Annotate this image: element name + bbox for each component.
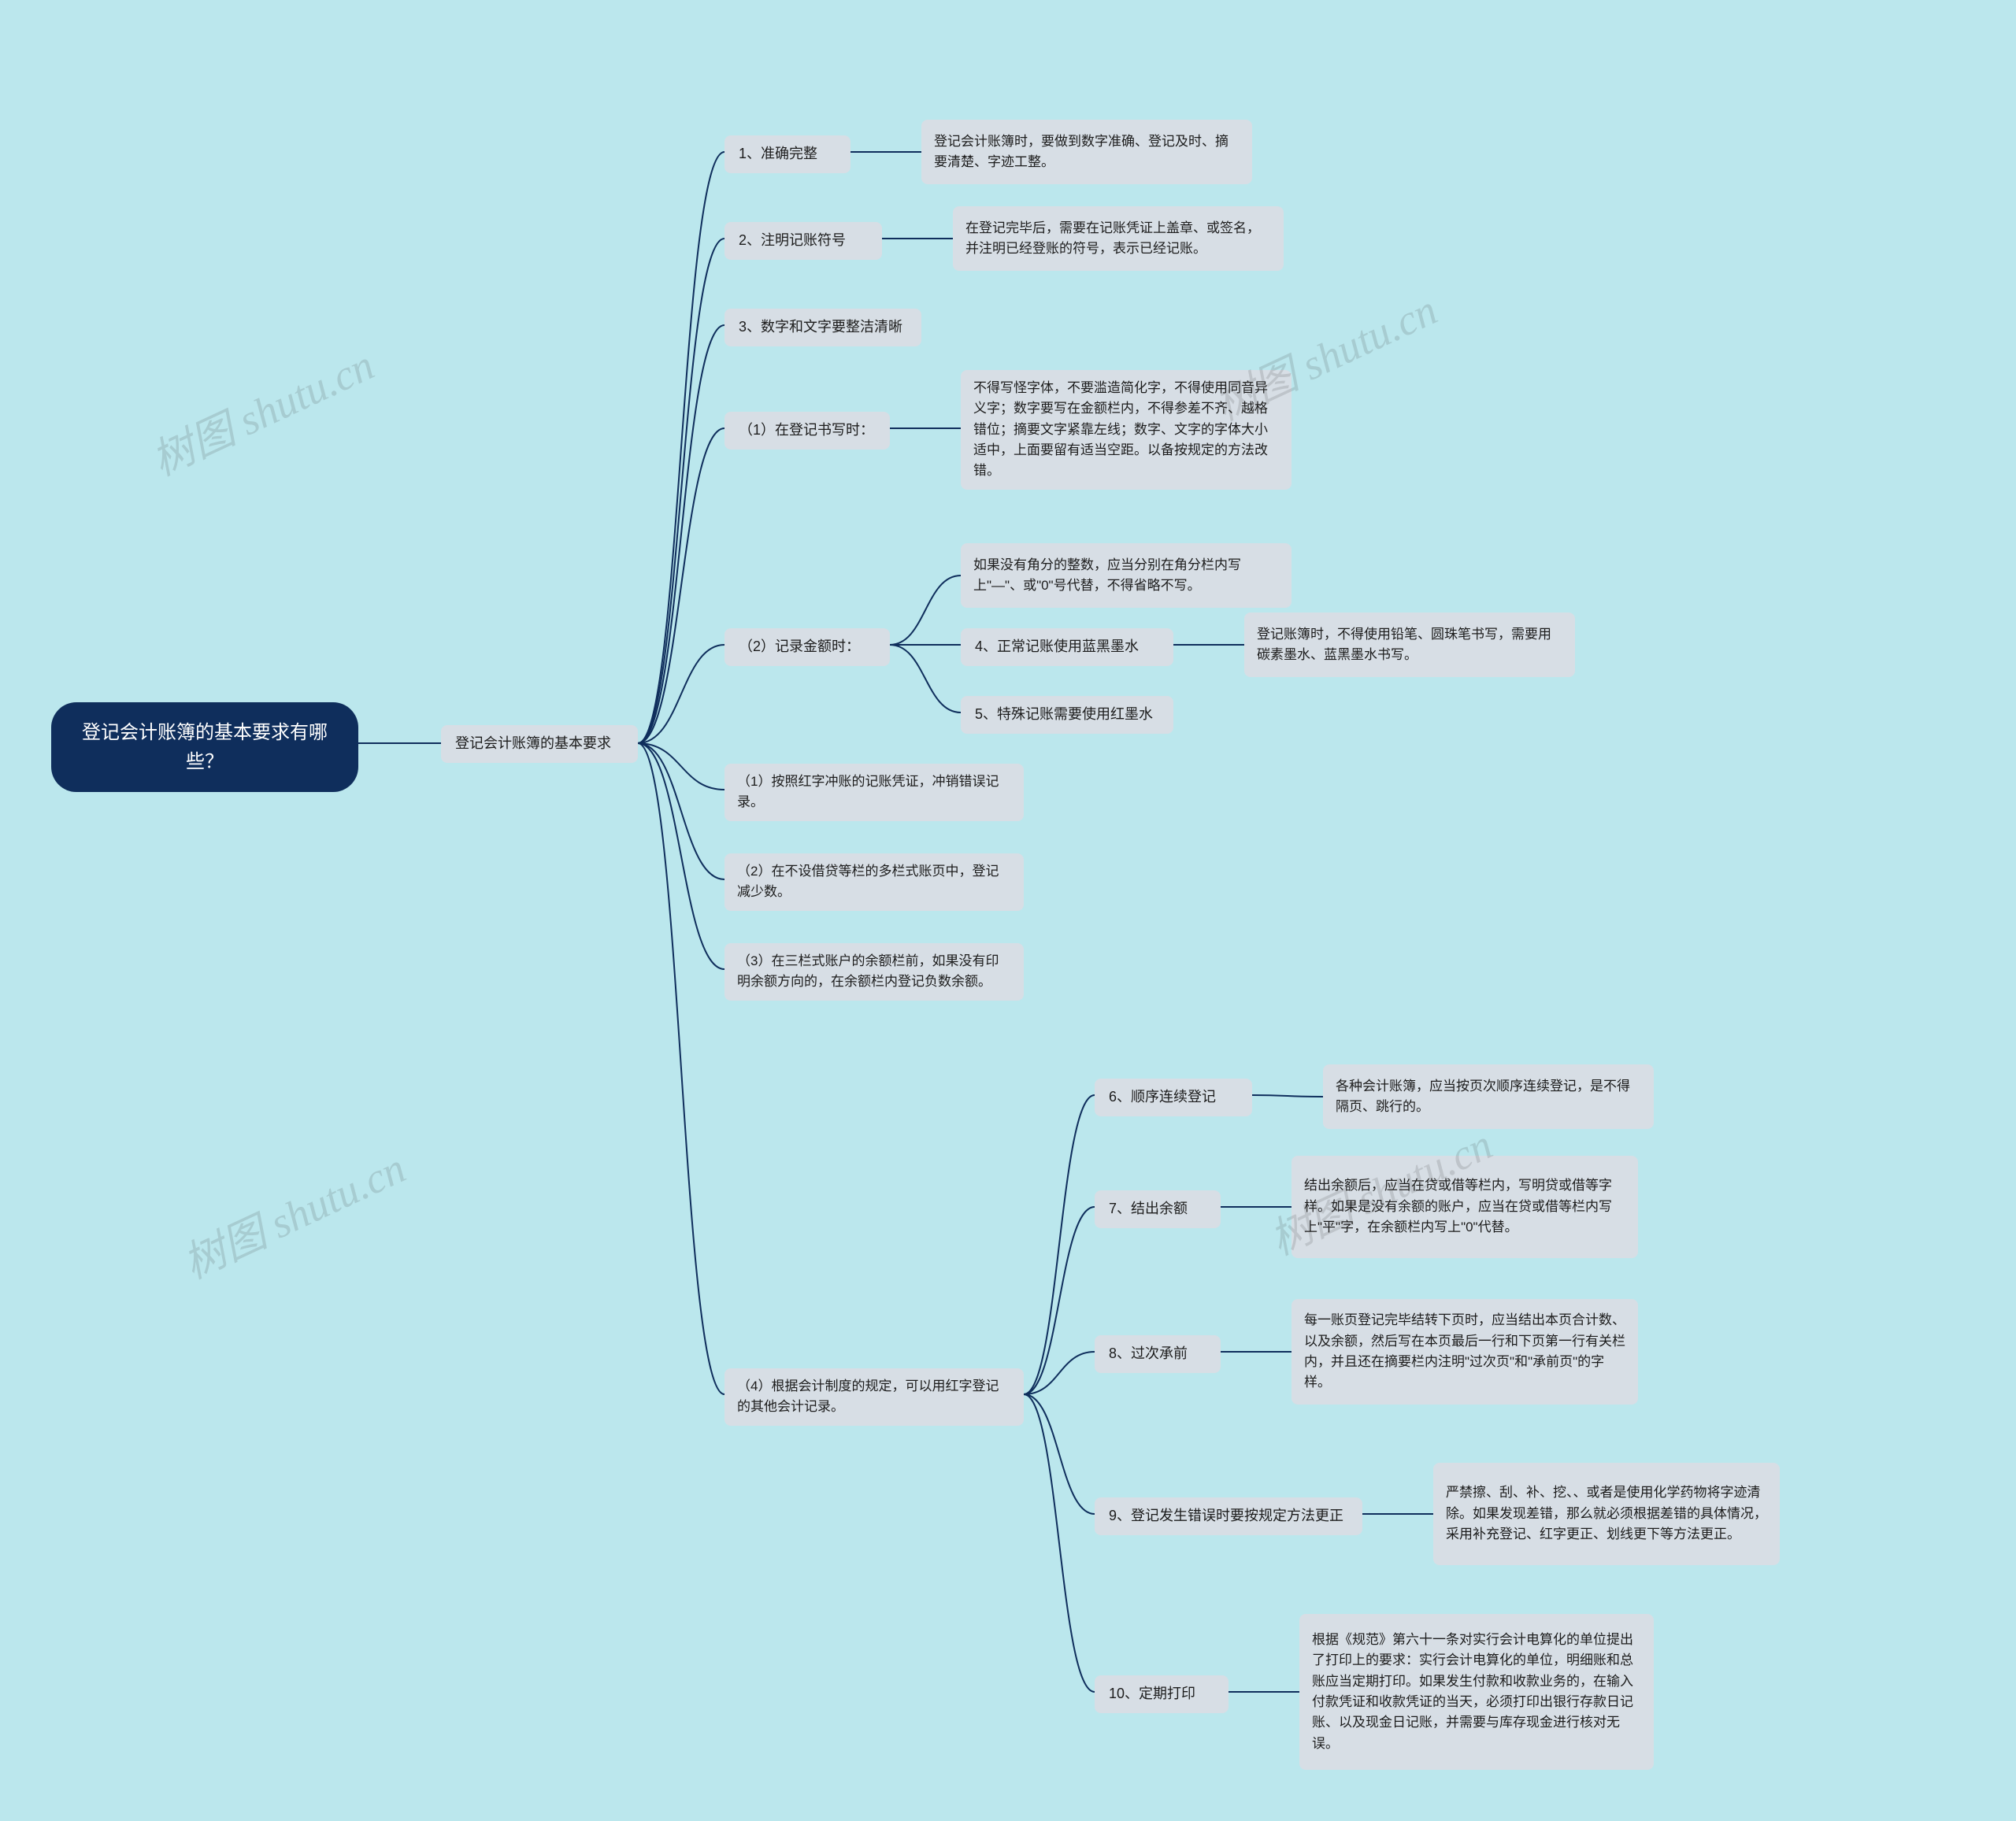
mindmap-sub-node: （2）记录金额时： (724, 628, 890, 666)
mindmap-leaf-node: 结出余额后，应当在贷或借等栏内，写明贷或借等字样。如果是没有余额的账户，应当在贷… (1292, 1156, 1638, 1258)
mindmap-sub-node: 6、顺序连续登记 (1095, 1079, 1252, 1116)
watermark: 树图 shutu.cn (172, 1134, 414, 1291)
mindmap-leaf-node: 登记会计账簿时，要做到数字准确、登记及时、摘要清楚、字迹工整。 (921, 120, 1252, 184)
mindmap-leaf-node: 根据《规范》第六十一条对实行会计电算化的单位提出了打印上的要求：实行会计电算化的… (1299, 1614, 1654, 1770)
mindmap-leaf-node: （2）在不设借贷等栏的多栏式账页中，登记减少数。 (724, 853, 1024, 911)
mindmap-sub-node: 1、准确完整 (724, 135, 850, 173)
mindmap-sub-node: 登记会计账簿的基本要求 (441, 725, 638, 763)
mindmap-sub-node: 4、正常记账使用蓝黑墨水 (961, 628, 1173, 666)
mindmap-leaf-node: 严禁擦、刮、补、挖、、或者是使用化学药物将字迹清除。如果发现差错，那么就必须根据… (1433, 1463, 1780, 1565)
mindmap-leaf-node: 登记账簿时，不得使用铅笔、圆珠笔书写，需要用碳素墨水、蓝黑墨水书写。 (1244, 613, 1575, 677)
mindmap-leaf-node: 不得写怪字体，不要滥造简化字，不得使用同音异义字；数字要写在金额栏内，不得参差不… (961, 370, 1292, 490)
mindmap-sub-node: 9、登记发生错误时要按规定方法更正 (1095, 1497, 1362, 1535)
mindmap-leaf-node: （1）按照红字冲账的记账凭证，冲销错误记录。 (724, 764, 1024, 821)
mindmap-sub-node: 3、数字和文字要整洁清晰 (724, 309, 921, 346)
mindmap-leaf-node: 每一账页登记完毕结转下页时，应当结出本页合计数、以及余额，然后写在本页最后一行和… (1292, 1299, 1638, 1405)
mindmap-sub-node: 5、特殊记账需要使用红墨水 (961, 696, 1173, 734)
mindmap-sub-node: 7、结出余额 (1095, 1190, 1221, 1228)
mindmap-sub-node: 2、注明记账符号 (724, 222, 882, 260)
mindmap-leaf-node: 各种会计账簿，应当按页次顺序连续登记，是不得隔页、跳行的。 (1323, 1064, 1654, 1129)
mindmap-sub-node: 10、定期打印 (1095, 1675, 1228, 1713)
mindmap-leaf-node: 在登记完毕后，需要在记账凭证上盖章、或签名，并注明已经登账的符号，表示已经记账。 (953, 206, 1284, 271)
mindmap-sub-node: 8、过次承前 (1095, 1335, 1221, 1373)
mindmap-leaf-node: （4）根据会计制度的规定，可以用红字登记的其他会计记录。 (724, 1368, 1024, 1426)
mindmap-sub-node: （1）在登记书写时： (724, 412, 890, 450)
mindmap-leaf-node: （3）在三栏式账户的余额栏前，如果没有印明余额方向的，在余额栏内登记负数余额。 (724, 943, 1024, 1001)
watermark: 树图 shutu.cn (140, 331, 383, 488)
mindmap-leaf-node: 如果没有角分的整数，应当分别在角分栏内写上"—"、或"0"号代替，不得省略不写。 (961, 543, 1292, 608)
mindmap-root-node: 登记会计账簿的基本要求有哪些？ (51, 702, 358, 792)
